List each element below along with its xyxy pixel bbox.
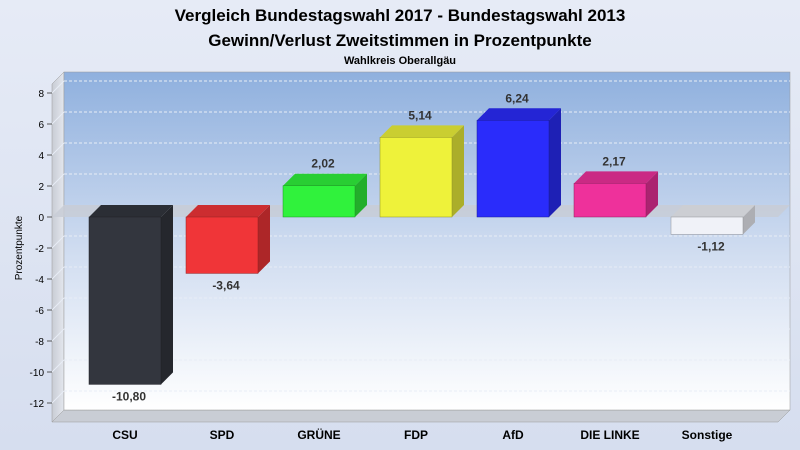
bar-top [671, 205, 755, 217]
category-label: DIE LINKE [580, 428, 639, 442]
category-label: Sonstige [682, 428, 733, 442]
y-tick-label: 4 [38, 151, 44, 162]
bar-top [186, 205, 270, 217]
bar-top [380, 125, 464, 138]
data-label: -3,64 [212, 278, 240, 292]
bar-side [258, 205, 270, 274]
bar-front [379, 137, 453, 218]
y-axis-label: Prozentpunkte [14, 215, 25, 280]
category-label: SPD [210, 428, 235, 442]
y-tick-label: -2 [35, 244, 44, 255]
category-label: CSU [112, 428, 137, 442]
bar-front [185, 216, 259, 274]
chart-subtitle: Gewinn/Verlust Zweitstimmen in Prozentpu… [208, 31, 592, 50]
grid-line-side [51, 80, 65, 94]
bar-sonstige: -1,12 [670, 205, 755, 253]
bar-side [743, 205, 755, 235]
bar-grüne: 2,02 [282, 157, 367, 218]
plot-floor [51, 409, 791, 423]
grid-line-side [51, 173, 65, 187]
bar-side [549, 108, 561, 217]
y-tick-label: -6 [35, 306, 44, 317]
bars: -10,80 -3,64 2,02 5,14 6,24 2,17 -1,12 [88, 91, 755, 403]
grid-line-side [51, 111, 65, 125]
bar-front [670, 216, 744, 235]
grid-line-side [51, 266, 65, 280]
category-label: FDP [404, 428, 428, 442]
y-tick-label: 2 [38, 182, 44, 193]
y-tick-label: -10 [30, 368, 45, 379]
bar-side [646, 171, 658, 217]
data-label: -1,12 [697, 239, 725, 253]
data-label: -10,80 [112, 389, 146, 403]
grid-line-side [51, 328, 65, 342]
y-tick-label: 8 [38, 89, 44, 100]
data-label: 6,24 [505, 91, 529, 105]
y-tick-label: 0 [38, 213, 44, 224]
bar-top [477, 108, 561, 121]
data-label: 2,02 [311, 157, 335, 171]
category-label: AfD [502, 428, 524, 442]
bar-side [355, 173, 367, 217]
bar-fdp: 5,14 [379, 108, 464, 218]
grid-line-side [51, 359, 65, 373]
grid-line-side [51, 235, 65, 249]
data-label: 2,17 [602, 154, 626, 168]
y-tick-label: -12 [30, 399, 45, 410]
y-tick-label: -8 [35, 337, 44, 348]
category-label: GRÜNE [297, 427, 340, 442]
data-label: 5,14 [408, 108, 432, 122]
y-axis-ticks: 8 6 4 2 0 -2 -4 -6 -8 -10 -12 [30, 89, 52, 410]
bar-csu: -10,80 [88, 205, 173, 403]
bar-die-linke: 2,17 [573, 154, 658, 218]
grid-line-side [51, 390, 65, 404]
bar-front [282, 185, 356, 218]
bar-spd: -3,64 [185, 205, 270, 292]
y-tick-label: -4 [35, 275, 44, 286]
bar-afd: 6,24 [476, 91, 561, 218]
bar-front [476, 120, 550, 218]
bar-front [88, 216, 162, 385]
grid-line-side [51, 142, 65, 156]
bar-top [574, 171, 658, 184]
bar-side [452, 125, 464, 217]
grid-line-side [51, 297, 65, 311]
bar-front [573, 183, 647, 218]
chart-subsubtitle: Wahlkreis Oberallgäu [344, 55, 456, 67]
bar-side [161, 205, 173, 385]
bar-top [283, 173, 367, 186]
x-axis-categories: CSU SPD GRÜNE FDP AfD DIE LINKE Sonstige [112, 427, 732, 442]
chart-title: Vergleich Bundestagswahl 2017 - Bundesta… [175, 6, 626, 25]
y-tick-label: 6 [38, 120, 44, 131]
bar-top [89, 205, 173, 217]
